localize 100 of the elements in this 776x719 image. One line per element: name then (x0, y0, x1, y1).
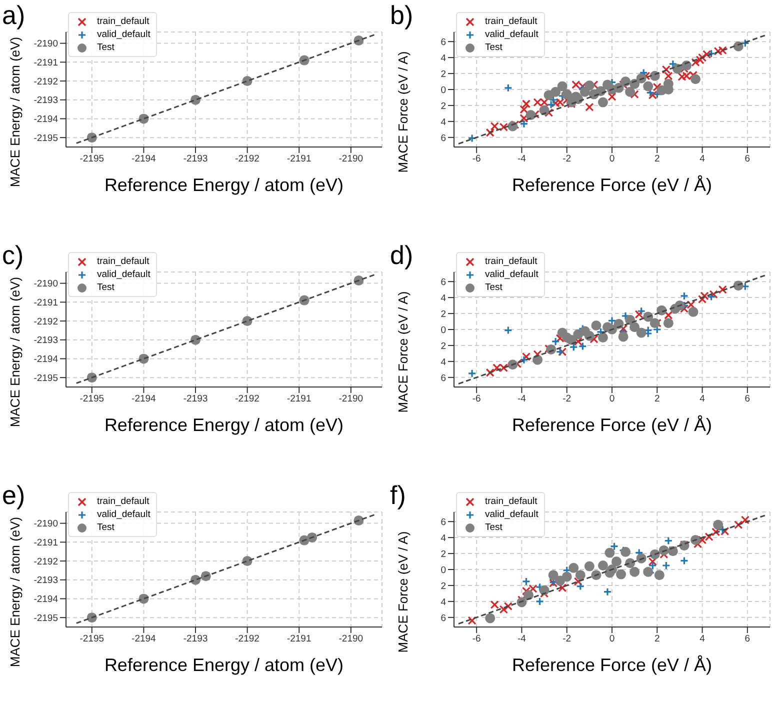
x-tick-label: -2195 (80, 634, 104, 645)
legend-label: Test (97, 522, 114, 533)
y-axis-title: MACE Force (eV / A) (395, 291, 410, 413)
y-tick-label: 2 (440, 548, 446, 560)
y-tick-label: 2 (440, 100, 446, 112)
y-axis-title: MACE Force (eV / A) (395, 51, 410, 173)
y-tick-label: -2191 (34, 538, 58, 549)
x-tick-label: -6 (472, 394, 481, 405)
x-tick-label: -2193 (183, 394, 208, 405)
y-tick-label: -2195 (34, 612, 58, 624)
legend-label: valid_default (485, 29, 538, 40)
x-tick-label: -2191 (286, 394, 312, 405)
y-tick-label: 0 (440, 564, 446, 576)
x-tick-label: -2191 (286, 634, 312, 645)
x-tick-label: -2190 (338, 154, 364, 165)
legend-label: train_default (485, 16, 538, 27)
legend-label: valid_default (485, 269, 538, 280)
x-tick-label: 2 (654, 394, 660, 405)
x-tick-label: -2194 (132, 394, 156, 405)
x-tick-label: 2 (654, 634, 660, 645)
y-tick-label: 2 (440, 340, 446, 352)
y-tick-label: 4 (440, 52, 446, 64)
y-tick-label: -2190 (34, 518, 58, 530)
x-tick-label: -2193 (183, 634, 208, 645)
x-axis-title: Reference Energy / atom (eV) (104, 415, 344, 435)
x-axis-title: Reference Energy / atom (eV) (104, 175, 344, 195)
y-tick-label: 6 (440, 276, 446, 288)
x-tick-label: 6 (744, 634, 750, 645)
x-tick-label: -2190 (338, 394, 364, 405)
y-axis-title: MACE Energy / atom (eV) (7, 276, 22, 428)
x-tick-label: -2194 (132, 634, 156, 645)
x-tick-label: -2194 (132, 154, 156, 165)
legend-label: Test (485, 42, 502, 53)
y-tick-label: -2193 (34, 335, 58, 346)
legend-label: Test (97, 42, 114, 53)
chart-title: f) (390, 480, 406, 510)
x-tick-label: -2195 (80, 394, 104, 405)
y-tick-label: -2195 (34, 372, 58, 384)
x-tick-label: 0 (609, 154, 615, 165)
y-tick-label: 2 (440, 68, 446, 80)
y-axis-title: MACE Energy / atom (eV) (7, 516, 22, 668)
x-axis-title: Reference Energy / atom (eV) (104, 655, 344, 675)
x-tick-label: 4 (700, 154, 705, 165)
legend-label: valid_default (97, 509, 150, 520)
y-tick-label: 6 (440, 516, 446, 528)
x-tick-label: -2 (562, 634, 572, 645)
chart-title: a) (2, 0, 26, 30)
y-tick-label: -2192 (34, 76, 58, 88)
x-axis-title: Reference Force (eV / Å) (512, 655, 712, 675)
y-tick-label: -2193 (34, 95, 58, 106)
x-tick-label: 6 (744, 394, 750, 405)
x-axis-title: Reference Force (eV / Å) (512, 415, 712, 435)
x-tick-label: -2192 (235, 394, 260, 405)
x-tick-label: 6 (744, 154, 750, 165)
x-tick-label: -6 (472, 634, 481, 645)
x-tick-label: -4 (517, 634, 526, 645)
y-tick-label: 2 (440, 308, 446, 320)
x-tick-label: -4 (517, 394, 526, 405)
x-tick-label: -2190 (338, 634, 364, 645)
y-tick-label: -2190 (34, 38, 58, 50)
y-tick-label: 4 (440, 356, 446, 368)
x-tick-label: -4 (517, 154, 526, 165)
x-tick-label: -2 (562, 154, 572, 165)
x-tick-label: 4 (700, 634, 705, 645)
x-tick-label: -2 (562, 394, 572, 405)
y-tick-label: 6 (440, 372, 446, 384)
y-axis-title: MACE Energy / atom (eV) (7, 36, 22, 188)
x-tick-label: -2192 (235, 634, 260, 645)
y-tick-label: -2193 (34, 575, 58, 586)
y-tick-label: 0 (440, 324, 446, 336)
x-tick-label: -2195 (80, 154, 104, 165)
legend-label: Test (97, 282, 114, 293)
x-tick-label: -2191 (286, 154, 312, 165)
legend-label: train_default (97, 256, 150, 267)
legend-label: train_default (485, 256, 538, 267)
legend-label: train_default (97, 496, 150, 507)
y-tick-label: 4 (440, 596, 446, 608)
y-axis-title: MACE Force (eV / A) (395, 531, 410, 653)
chart-title: d) (390, 240, 414, 270)
y-tick-label: -2194 (34, 354, 58, 366)
y-tick-label: -2194 (34, 594, 58, 606)
x-tick-label: 2 (654, 154, 660, 165)
y-tick-label: -2195 (34, 132, 58, 144)
x-tick-label: 0 (609, 394, 615, 405)
y-tick-label: 6 (440, 36, 446, 48)
legend-label: valid_default (97, 29, 150, 40)
x-tick-label: -2192 (235, 154, 260, 165)
chart-title: c) (2, 240, 24, 270)
legend-label: valid_default (485, 509, 538, 520)
x-tick-label: -6 (472, 154, 481, 165)
y-tick-label: -2191 (34, 58, 58, 69)
y-tick-label: -2191 (34, 298, 58, 309)
y-tick-label: 6 (440, 132, 446, 144)
legend-label: train_default (97, 16, 150, 27)
legend-label: Test (485, 522, 502, 533)
y-tick-label: 4 (440, 116, 446, 128)
chart-title: b) (390, 0, 414, 30)
y-tick-label: 6 (440, 612, 446, 624)
y-tick-label: 2 (440, 580, 446, 592)
y-tick-label: 4 (440, 292, 446, 304)
